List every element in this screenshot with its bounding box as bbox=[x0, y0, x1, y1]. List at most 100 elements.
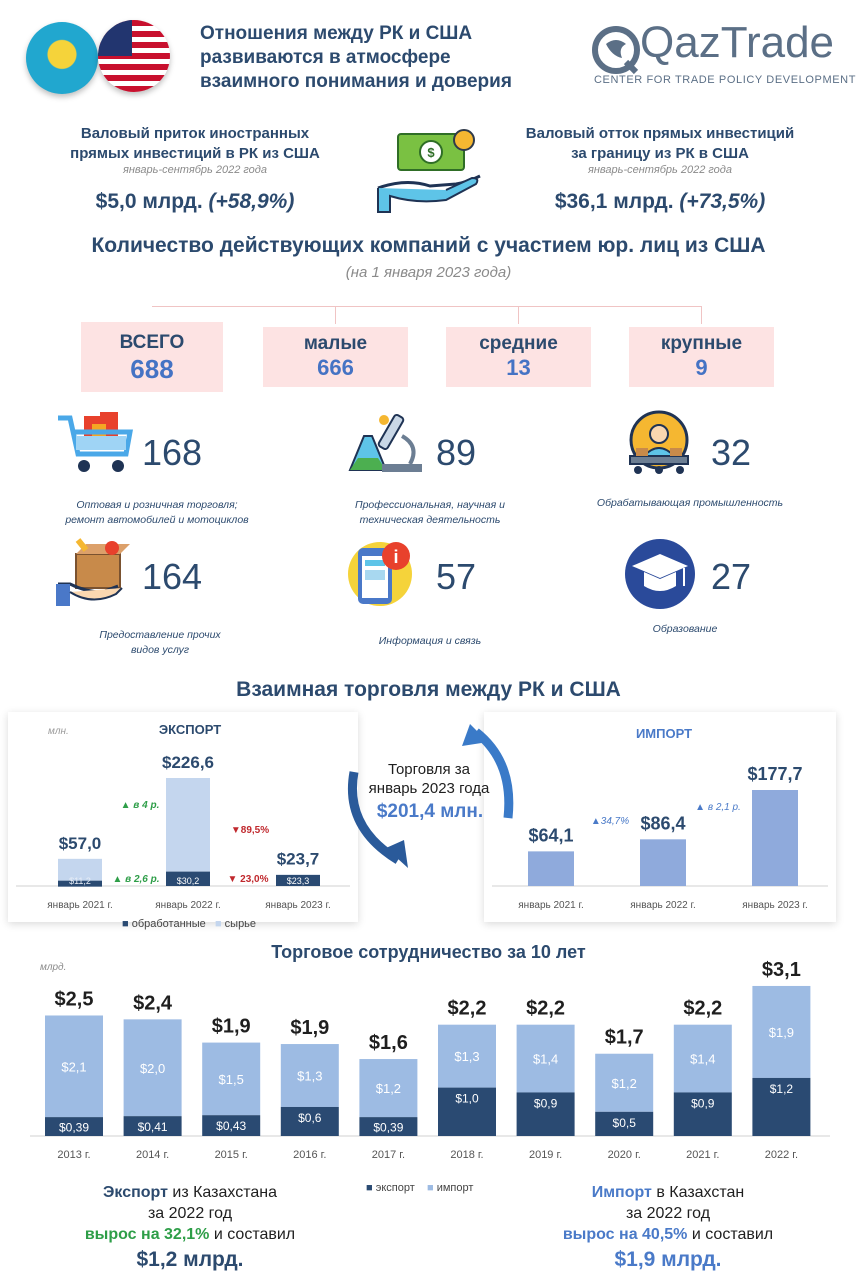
companies-connector-stem bbox=[701, 306, 702, 324]
import-summary-word: Импорт bbox=[591, 1184, 652, 1201]
usa-flag-icon bbox=[98, 20, 170, 92]
export-processed-label: $30,2 bbox=[177, 876, 200, 886]
decade-category-label: 2016 г. bbox=[293, 1149, 326, 1161]
export-total-label: $57,0 bbox=[59, 834, 102, 853]
decade-category-label: 2013 г. bbox=[57, 1149, 90, 1161]
decade-export-bar bbox=[438, 1087, 496, 1136]
industry-value: 168 bbox=[142, 432, 203, 473]
decade-import-bar bbox=[280, 1044, 339, 1107]
outflow-amount: $36,1 млрд. bbox=[554, 190, 674, 213]
legend-processed-swatch: ■ bbox=[122, 918, 129, 930]
export-processed-label: $11,2 bbox=[69, 876, 91, 886]
export-summary-growth: вырос на 32,1% и составил bbox=[40, 1224, 340, 1245]
decade-import-label: $2,1 bbox=[61, 1059, 86, 1074]
decade-export-label: $0,41 bbox=[138, 1120, 168, 1134]
companies-connector-stem bbox=[518, 306, 519, 324]
decade-import-bar bbox=[516, 1024, 575, 1093]
import-summary-growth: вырос на 40,5% и составил bbox=[518, 1224, 818, 1245]
legend-export-label: экспорт bbox=[375, 1182, 415, 1194]
legend-export-swatch: ■ bbox=[366, 1182, 373, 1194]
graduation-cap-icon bbox=[624, 538, 696, 615]
decade-export-label: $0,9 bbox=[534, 1096, 558, 1110]
decade-unit: млрд. bbox=[40, 962, 67, 973]
industry-label-line: Предоставление прочих bbox=[99, 629, 221, 641]
decade-export-bar bbox=[45, 1117, 103, 1136]
decade-total-label: $1,6 bbox=[369, 1032, 408, 1054]
info-phone-icon: i bbox=[344, 536, 416, 613]
industry-label-line: Информация и связь bbox=[378, 635, 482, 647]
decade-export-bar bbox=[280, 1106, 339, 1136]
companies-small-value: 666 bbox=[317, 355, 354, 380]
outflow-change: (+73,5%) bbox=[679, 190, 766, 213]
decade-category-label: 2015 г. bbox=[215, 1149, 248, 1161]
decade-import-label: $2,0 bbox=[140, 1061, 165, 1076]
industry-label-line: Обрабатывающая промышленность bbox=[596, 497, 784, 509]
decade-category-label: 2014 г. bbox=[136, 1149, 169, 1161]
import-summary-year: за 2022 год bbox=[625, 1205, 711, 1222]
companies-small-box: малые 666 bbox=[263, 327, 408, 387]
companies-total-label: ВСЕГО bbox=[119, 332, 185, 353]
import-annotation: ▲34,7% bbox=[591, 816, 629, 827]
industry-label: Обрабатывающая промышленность bbox=[570, 496, 810, 511]
industry-label: Профессиональная, научная и техническая … bbox=[300, 498, 560, 528]
decade-import-label: $1,3 bbox=[297, 1069, 322, 1084]
export-chart: млн. ЭКСПОРТ $11,2 $57,0 январь 2021 г. $30,2… bbox=[16, 722, 350, 911]
decade-export-bar bbox=[359, 1117, 418, 1136]
decade-import-bar bbox=[45, 1015, 103, 1118]
export-category-label: январь 2023 г. bbox=[265, 900, 330, 911]
inflow-title-line: Валовый приток иностранных bbox=[80, 125, 310, 142]
qaztrade-logo-mark bbox=[592, 26, 640, 75]
companies-connector bbox=[152, 306, 702, 307]
import-summary-value: $1,9 млрд. bbox=[614, 1248, 722, 1271]
decade-category-label: 2022 г. bbox=[765, 1149, 798, 1161]
decade-total-label: $1,7 bbox=[605, 1027, 644, 1049]
export-summary-value: $1,2 млрд. bbox=[136, 1248, 244, 1271]
decade-export-label: $0,5 bbox=[613, 1116, 637, 1130]
decade-export-label: $0,39 bbox=[373, 1121, 403, 1135]
decade-export-label: $0,39 bbox=[59, 1121, 89, 1135]
companies-connector-stem bbox=[335, 306, 336, 324]
microscope-icon bbox=[344, 406, 424, 481]
decade-export-label: $0,43 bbox=[216, 1119, 246, 1133]
companies-large-box: крупные 9 bbox=[629, 327, 774, 387]
industry-value: 57 bbox=[436, 556, 477, 597]
export-processed-bar bbox=[58, 880, 102, 887]
decade-import-bar bbox=[438, 1024, 496, 1088]
import-chart: ИМПОРТ $64,1 январь 2021 г. $86,4 январь 202… bbox=[492, 726, 828, 911]
industry-value: 32 bbox=[711, 432, 752, 473]
svg-text:i: i bbox=[393, 547, 398, 567]
export-growth-value: вырос на 32,1% bbox=[84, 1226, 210, 1243]
companies-medium-label: средние bbox=[479, 333, 558, 354]
industry-label: Образование bbox=[600, 622, 770, 637]
export-category-label: январь 2022 г. bbox=[155, 900, 220, 911]
decade-import-bar bbox=[595, 1053, 654, 1112]
decade-total-label: $2,2 bbox=[683, 998, 722, 1020]
trade-center-label-line: Торговля за bbox=[387, 761, 471, 778]
companies-medium-value: 13 bbox=[506, 355, 531, 380]
export-raw-bar bbox=[58, 858, 102, 881]
companies-medium-box: средние 13 bbox=[446, 327, 591, 387]
industry-label: Информация и связь bbox=[320, 634, 540, 649]
import-value-label: $177,7 bbox=[747, 764, 802, 784]
import-growth-rest: и составил bbox=[687, 1226, 774, 1243]
export-processed-label: $23,3 bbox=[287, 876, 310, 886]
export-category-label: январь 2021 г. bbox=[47, 900, 112, 911]
import-annotation: ▲ в 2,1 р. bbox=[695, 802, 741, 813]
logo-subtitle: CENTER FOR TRADE POLICY DEVELOPMENT bbox=[594, 74, 857, 86]
industry-label: Оптовая и розничная торговля; ремонт авт… bbox=[22, 498, 292, 528]
decade-export-label: $0,6 bbox=[298, 1111, 322, 1125]
companies-total-box: ВСЕГО 688 bbox=[81, 322, 223, 392]
outflow-title: Валовый отток прямых инвестиций за грани… bbox=[500, 124, 820, 164]
import-chart-title: ИМПОРТ bbox=[636, 726, 692, 741]
decade-export-label: $0,9 bbox=[691, 1096, 715, 1110]
inflow-title: Валовый приток иностранных прямых инвест… bbox=[40, 124, 350, 164]
header-title-line: взаимного понимания и доверия bbox=[200, 71, 512, 92]
export-total-label: $23,7 bbox=[277, 850, 320, 869]
companies-large-value: 9 bbox=[695, 355, 708, 380]
export-raw-bar bbox=[166, 778, 210, 872]
import-summary-rest: в Казахстан bbox=[651, 1184, 745, 1201]
decade-total-label: $2,2 bbox=[448, 998, 487, 1020]
industry-label-line: Оптовая и розничная торговля; bbox=[76, 499, 238, 511]
legend-import-label: импорт bbox=[436, 1182, 474, 1194]
decade-export-label: $1,2 bbox=[770, 1082, 794, 1096]
